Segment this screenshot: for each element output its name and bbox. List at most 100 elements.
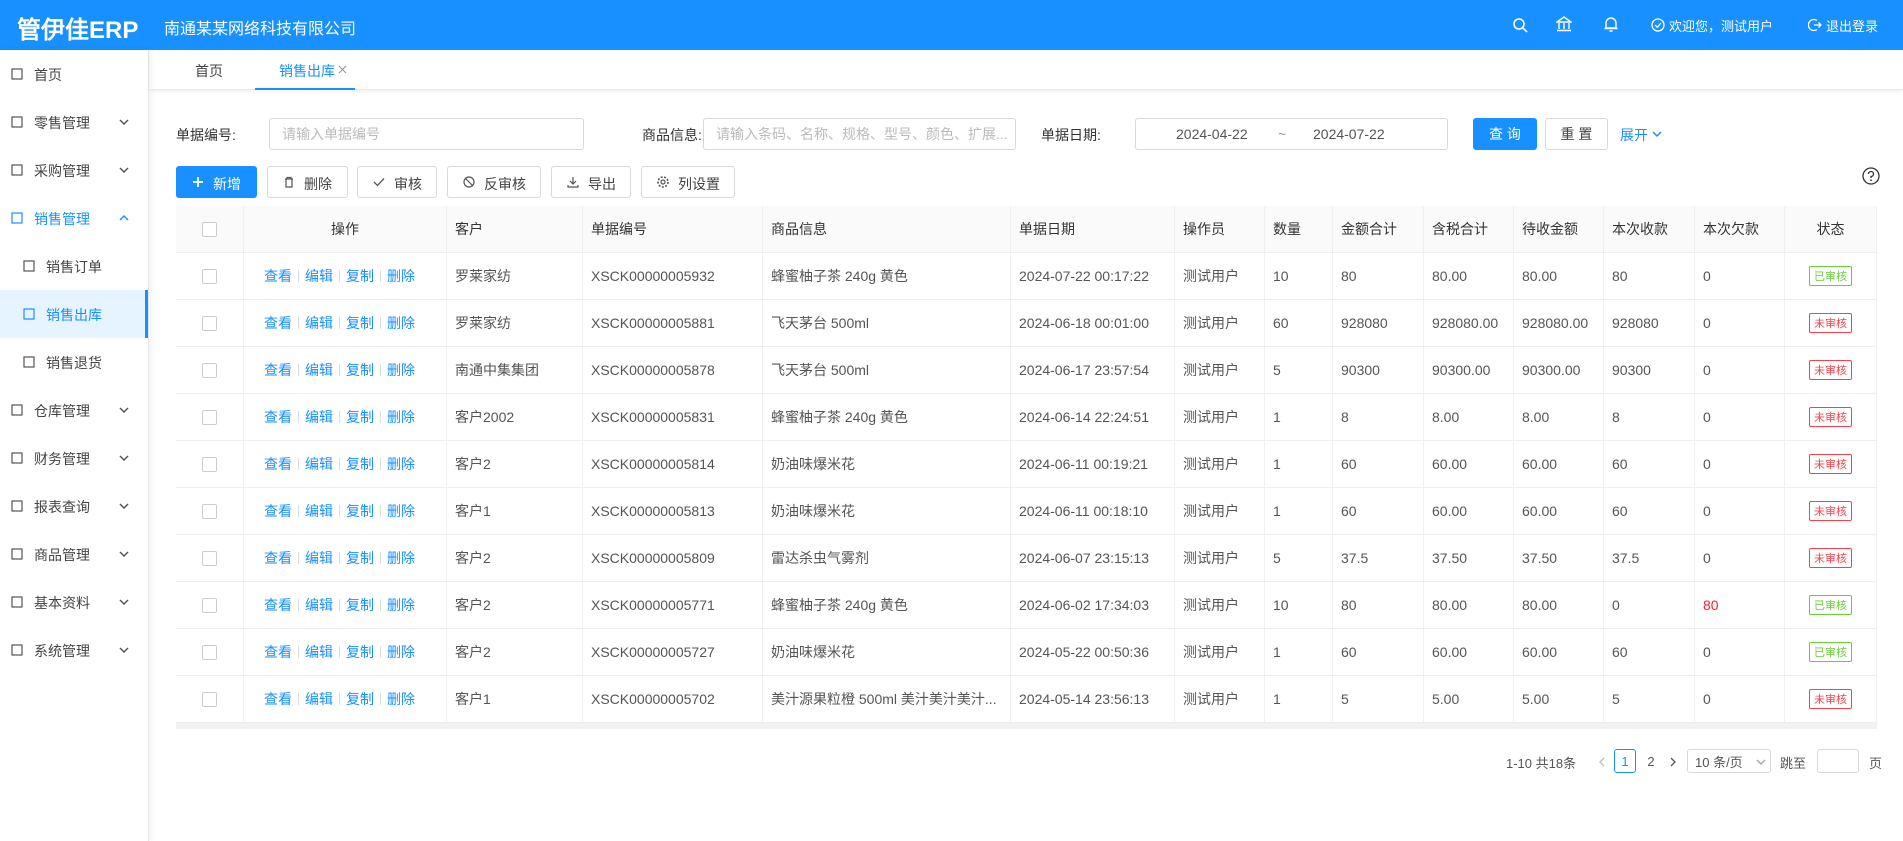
action-link[interactable]: 编辑 (305, 644, 333, 660)
cell-text: 90300.00 (1432, 362, 1491, 378)
table-cell: 客户2002 (447, 394, 583, 441)
action-link[interactable]: 复制 (346, 362, 374, 378)
action-link[interactable]: 查看 (264, 691, 292, 707)
action-link[interactable]: 编辑 (305, 409, 333, 425)
menu-item[interactable]: 采购管理 (0, 146, 148, 194)
action-link[interactable]: 删除 (387, 597, 415, 613)
action-link[interactable]: 编辑 (305, 456, 333, 472)
menu-item[interactable]: 商品管理 (0, 530, 148, 578)
checkbox[interactable] (202, 362, 217, 378)
submenu-item[interactable]: 销售退货 (0, 338, 148, 386)
action-link[interactable]: 复制 (346, 409, 374, 425)
action-link[interactable]: 编辑 (305, 315, 333, 331)
table-cell: 0 (1695, 488, 1785, 535)
expand-link[interactable]: 展开 (1620, 127, 1648, 143)
jump-input[interactable] (1817, 749, 1859, 773)
menu-item[interactable]: 首页 (0, 50, 148, 98)
checkbox[interactable] (202, 550, 217, 566)
menu-item[interactable]: 基本资料 (0, 578, 148, 626)
action-link[interactable]: 编辑 (305, 691, 333, 707)
action-link[interactable]: 删除 (387, 503, 415, 519)
action-link[interactable]: 查看 (264, 409, 292, 425)
tab[interactable]: 首页 (159, 50, 255, 90)
action-link[interactable]: 删除 (387, 644, 415, 660)
reset-button[interactable]: 重 置 (1545, 118, 1608, 150)
action-link[interactable]: 复制 (346, 550, 374, 566)
checkbox[interactable] (202, 221, 217, 237)
action-link[interactable]: 删除 (387, 456, 415, 472)
action-link[interactable]: 查看 (264, 362, 292, 378)
cell-text: 1 (1273, 691, 1281, 707)
checkbox[interactable] (202, 691, 217, 707)
menu-item[interactable]: 零售管理 (0, 98, 148, 146)
menu-item[interactable]: 报表查询 (0, 482, 148, 530)
checkbox[interactable] (202, 268, 217, 284)
action-link[interactable]: 删除 (387, 268, 415, 284)
action-link[interactable]: 复制 (346, 268, 374, 284)
action-link[interactable]: 查看 (264, 597, 292, 613)
action-link[interactable]: 删除 (387, 362, 415, 378)
logo[interactable]: 管伊佳ERP (17, 17, 139, 44)
action-link[interactable]: 编辑 (305, 503, 333, 519)
menu-item[interactable]: 财务管理 (0, 434, 148, 482)
action-link[interactable]: 查看 (264, 268, 292, 284)
toolbar-button[interactable]: 删除 (267, 166, 348, 198)
toolbar-button[interactable]: 列设置 (641, 166, 735, 198)
action-link[interactable]: 复制 (346, 691, 374, 707)
table-cell: 测试用户 (1175, 300, 1265, 347)
date-range[interactable]: 2024-04-22 ~2024-07-22 (1135, 118, 1448, 150)
search-icon[interactable] (1512, 17, 1528, 33)
bill-no-input[interactable]: 请输入单据编号 (269, 118, 584, 150)
logout[interactable]: 退出登录 (1826, 19, 1879, 34)
action-link[interactable]: 查看 (264, 503, 292, 519)
action-link[interactable]: 编辑 (305, 597, 333, 613)
cell-text: 雷达杀虫气雾剂 (771, 550, 869, 566)
menu-item[interactable]: 销售管理 (0, 194, 148, 242)
action-link[interactable]: 删除 (387, 409, 415, 425)
checkbox[interactable] (202, 503, 217, 519)
cell-text: 5 (1612, 691, 1620, 707)
submenu-item[interactable]: 销售出库 (0, 290, 148, 338)
checkbox[interactable] (202, 456, 217, 472)
action-link[interactable]: 复制 (346, 597, 374, 613)
submenu-item[interactable]: 销售订单 (0, 242, 148, 290)
checkbox[interactable] (202, 644, 217, 660)
welcome[interactable]: 欢迎您，测试用户 (1669, 19, 1774, 34)
toolbar-button[interactable]: 审核 (357, 166, 437, 198)
bank-icon[interactable] (1556, 16, 1572, 32)
page-number[interactable]: 2 (1647, 753, 1655, 769)
toolbar-button[interactable]: 新增 (176, 166, 257, 198)
action-link[interactable]: 删除 (387, 691, 415, 707)
toolbar-button[interactable]: 导出 (551, 166, 631, 198)
action-link[interactable]: 查看 (264, 550, 292, 566)
menu-item[interactable]: 系统管理 (0, 626, 148, 674)
goods-input[interactable]: 请输入条码、名称、规格、型号、颜色、扩展... (703, 118, 1016, 150)
table-cell: 928080 (1333, 300, 1424, 347)
action-link[interactable]: 复制 (346, 503, 374, 519)
action-link[interactable]: 编辑 (305, 362, 333, 378)
page-size-select[interactable]: 10 条/页 (1687, 749, 1771, 773)
bell-icon[interactable] (1603, 16, 1619, 33)
checkbox[interactable] (202, 409, 217, 425)
action-divider (339, 364, 340, 376)
action-link[interactable]: 查看 (264, 315, 292, 331)
action-link[interactable]: 查看 (264, 644, 292, 660)
action-link[interactable]: 编辑 (305, 268, 333, 284)
checkbox[interactable] (202, 597, 217, 613)
search-button[interactable]: 查 询 (1473, 118, 1537, 150)
action-link[interactable]: 编辑 (305, 550, 333, 566)
checkbox[interactable] (202, 315, 217, 331)
menu-item[interactable]: 仓库管理 (0, 386, 148, 434)
action-link[interactable]: 复制 (346, 644, 374, 660)
action-link[interactable]: 删除 (387, 550, 415, 566)
action-link[interactable]: 查看 (264, 456, 292, 472)
action-link[interactable]: 复制 (346, 456, 374, 472)
help-icon (1862, 167, 1880, 185)
toolbar-button[interactable]: 反审核 (447, 166, 541, 198)
action-link[interactable]: 复制 (346, 315, 374, 331)
page-number[interactable]: 1 (1614, 749, 1636, 773)
table-cell: 90300 (1333, 347, 1424, 394)
tab[interactable]: 销售出库 (255, 50, 355, 90)
cell-text: 飞天茅台 500ml (771, 315, 870, 331)
action-link[interactable]: 删除 (387, 315, 415, 331)
